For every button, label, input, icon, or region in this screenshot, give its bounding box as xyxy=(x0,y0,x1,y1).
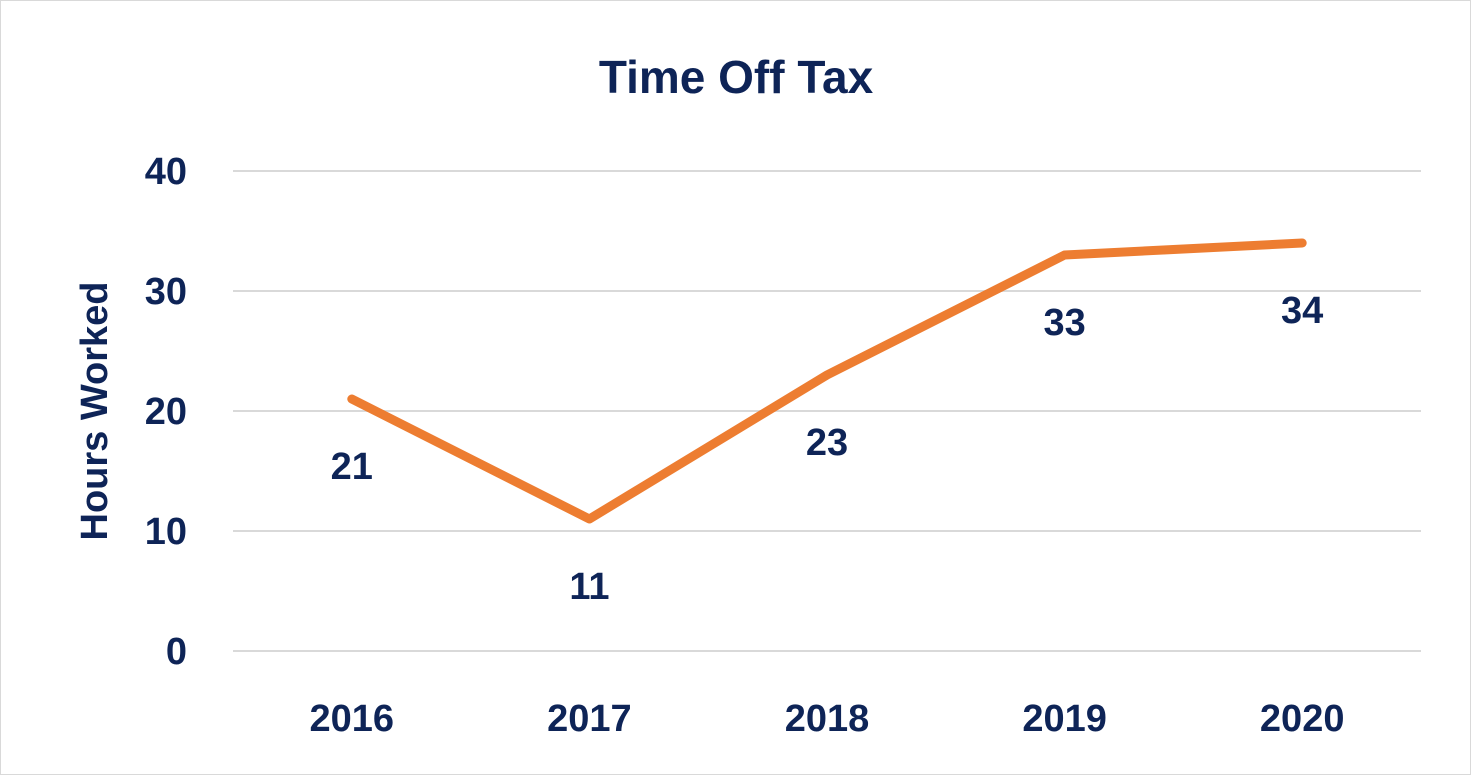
data-label-2019: 33 xyxy=(1043,302,1085,344)
data-label-2020: 34 xyxy=(1281,290,1323,332)
data-label-2018: 23 xyxy=(806,422,848,464)
y-tick-label-10: 10 xyxy=(145,511,187,553)
data-labels: 21 11 23 33 34 xyxy=(331,290,1324,608)
gridlines xyxy=(233,170,1421,652)
y-axis-label: Hours Worked xyxy=(74,281,116,540)
y-tick-label-20: 20 xyxy=(145,391,187,433)
series-layer xyxy=(347,238,1307,524)
chart-title: Time Off Tax xyxy=(599,51,874,103)
x-tick-label-2019: 2019 xyxy=(1022,698,1107,740)
x-tick-label-2018: 2018 xyxy=(785,698,870,740)
x-axis-ticks: 2016 2017 2018 2019 2020 xyxy=(310,698,1345,740)
x-tick-label-2016: 2016 xyxy=(310,698,395,740)
x-tick-label-2017: 2017 xyxy=(547,698,632,740)
y-tick-label-30: 30 xyxy=(145,271,187,313)
y-tick-label-0: 0 xyxy=(166,631,187,673)
y-axis-ticks: 0 10 20 30 40 xyxy=(145,151,187,673)
data-label-2017: 11 xyxy=(569,566,609,608)
series-line xyxy=(347,238,1307,524)
y-tick-label-40: 40 xyxy=(145,151,187,193)
x-tick-label-2020: 2020 xyxy=(1260,698,1345,740)
data-label-2016: 21 xyxy=(331,446,373,488)
